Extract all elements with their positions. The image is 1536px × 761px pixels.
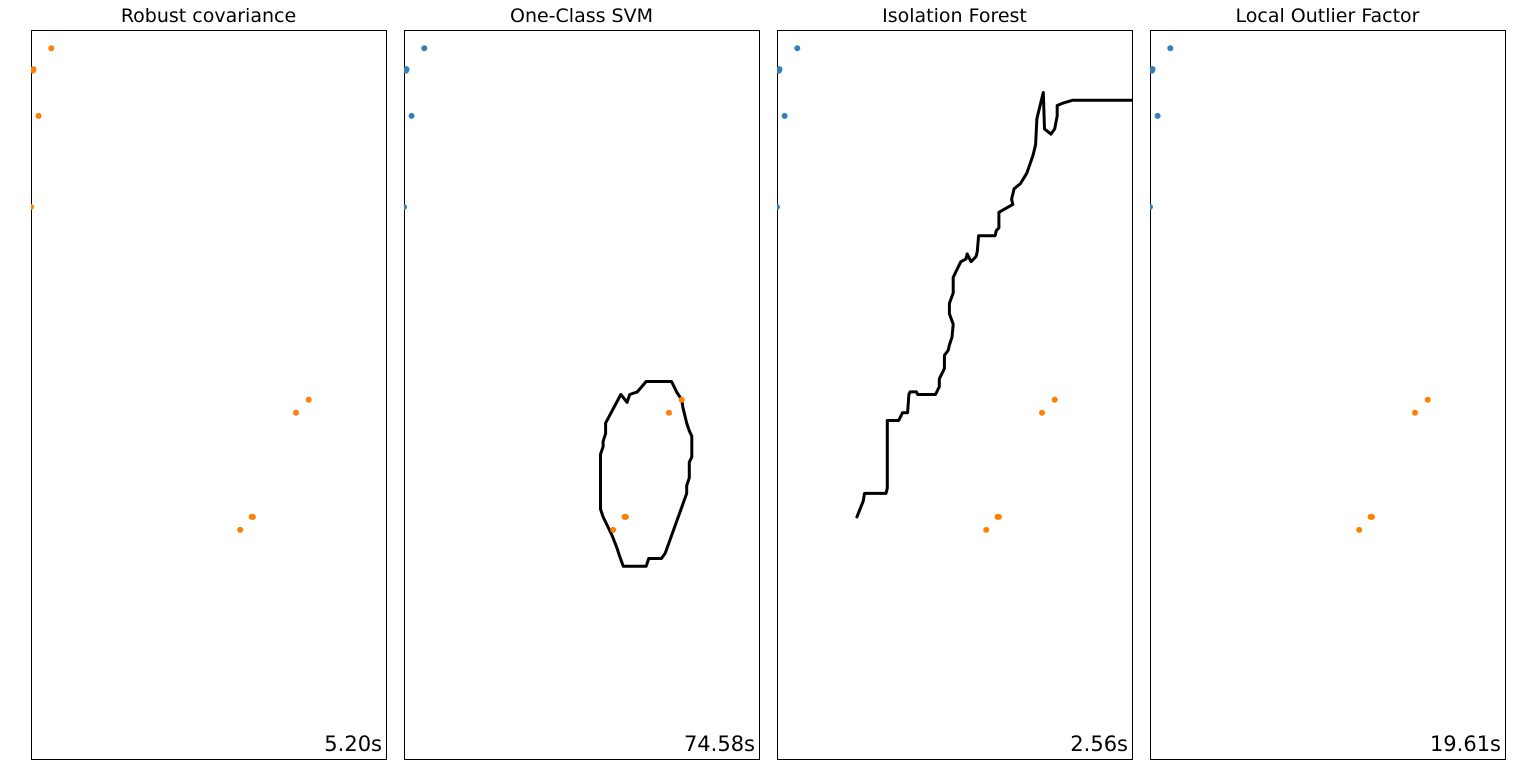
- scatter-point: [1154, 112, 1161, 119]
- axes-frame: [404, 30, 760, 760]
- plot-area: [777, 45, 1133, 533]
- subplot-panel: Isolation Forest 2.56s: [777, 5, 1133, 760]
- scatter-point: [31, 204, 34, 210]
- scatter-point: [248, 513, 255, 520]
- scatter-point: [421, 45, 428, 52]
- scatter-point: [293, 409, 299, 416]
- scatter-point: [994, 513, 1001, 520]
- axes-frame: [31, 30, 387, 760]
- scatter-point: [777, 67, 782, 74]
- scatter-point: [237, 526, 244, 533]
- timing-label: 5.20s: [324, 732, 382, 756]
- scatter-point: [781, 112, 788, 119]
- scatter-point: [408, 112, 415, 119]
- scatter-point: [794, 45, 801, 52]
- scatter-point: [1167, 45, 1174, 52]
- scatter-point: [305, 396, 312, 403]
- timing-label: 19.61s: [1430, 732, 1501, 756]
- scatter-point: [1356, 526, 1363, 533]
- scatter-point: [621, 513, 628, 520]
- scatter-point: [610, 526, 617, 533]
- decision-boundary-contour: [599, 380, 694, 568]
- scatter-point: [1039, 409, 1045, 416]
- subplot-panel: One-Class SVM 74.58s: [404, 5, 760, 760]
- subplot-panel: Local Outlier Factor 19.61s: [1150, 5, 1506, 760]
- scatter-point: [678, 396, 685, 403]
- scatter-point: [404, 67, 409, 74]
- scatter-point: [1150, 204, 1153, 210]
- subplot-panel: Robust covariance 5.20s: [31, 5, 387, 760]
- plot-area: [31, 45, 312, 533]
- scatter-point: [48, 45, 55, 52]
- scatter-point: [35, 112, 42, 119]
- panel-title: One-Class SVM: [510, 5, 653, 27]
- scatter-point: [1367, 513, 1374, 520]
- scatter-point: [983, 526, 990, 533]
- scatter-point: [31, 67, 36, 74]
- panel-title: Local Outlier Factor: [1236, 5, 1420, 27]
- decision-boundary-contour: [855, 91, 1133, 519]
- scatter-point: [1412, 409, 1418, 416]
- scatter-point: [404, 204, 407, 210]
- panel-title: Robust covariance: [121, 5, 296, 27]
- scatter-point: [777, 204, 780, 210]
- scatter-point: [666, 409, 672, 416]
- axes-frame: [1150, 30, 1506, 760]
- scatter-point: [1424, 396, 1431, 403]
- axes-frame: [777, 30, 1133, 760]
- panel-title: Isolation Forest: [882, 5, 1027, 27]
- scatter-point: [1150, 67, 1155, 74]
- timing-label: 2.56s: [1070, 732, 1128, 756]
- scatter-point: [1051, 396, 1058, 403]
- plot-area: [1150, 45, 1431, 533]
- timing-label: 74.58s: [684, 732, 755, 756]
- plot-area: [404, 45, 694, 568]
